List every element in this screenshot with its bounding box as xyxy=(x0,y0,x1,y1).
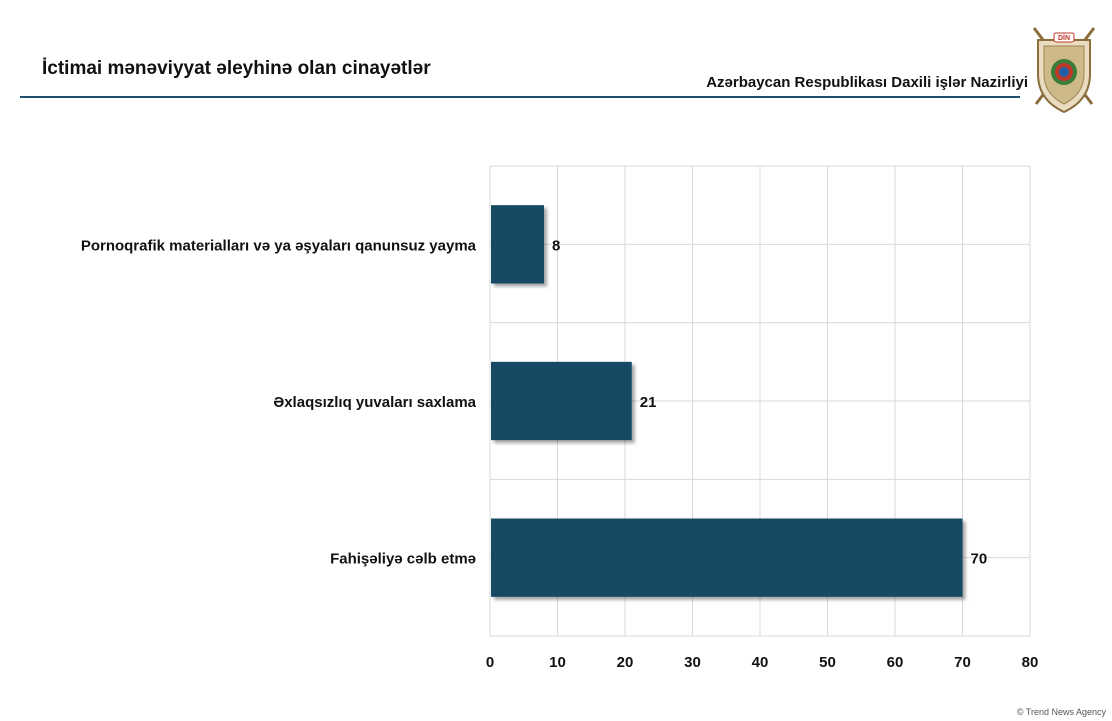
bar xyxy=(491,361,632,441)
credit-text: © Trend News Agency xyxy=(1016,707,1106,717)
category-label: Fahişəliyə cəlb etmə xyxy=(330,551,476,568)
x-tick-label: 60 xyxy=(887,654,904,671)
ministry-emblem-icon: DİN xyxy=(1032,27,1096,114)
category-label: Əxlaqsızlıq yuvaları saxlama xyxy=(273,394,476,411)
x-tick-label: 20 xyxy=(617,654,634,671)
x-tick-label: 70 xyxy=(954,654,971,671)
x-tick-label: 50 xyxy=(819,654,836,671)
bar xyxy=(491,205,544,284)
chart-labels: 0 10 20 30 40 50 60 70 80 8 Pornoqrafik materialla… xyxy=(81,237,1039,671)
organization-name: Azərbaycan Respublikası Daxili işlər Naz… xyxy=(706,74,1028,91)
category-label: Pornoqrafik materialları və ya əşyaları … xyxy=(81,237,477,254)
x-tick-label: 10 xyxy=(549,654,566,671)
data-label: 8 xyxy=(552,237,560,254)
page-title: İctimai mənəviyyat əleyhinə olan cinayət… xyxy=(42,58,431,79)
chart-bars xyxy=(491,205,963,597)
x-tick-label: 30 xyxy=(684,654,701,671)
header-divider xyxy=(20,96,1020,98)
data-label: 21 xyxy=(640,394,657,411)
x-tick-label: 80 xyxy=(1022,654,1039,671)
emblem-text: DİN xyxy=(1058,34,1070,42)
data-label: 70 xyxy=(971,551,988,568)
bar xyxy=(491,518,963,597)
x-tick-label: 0 xyxy=(486,654,494,671)
x-tick-label: 40 xyxy=(752,654,769,671)
